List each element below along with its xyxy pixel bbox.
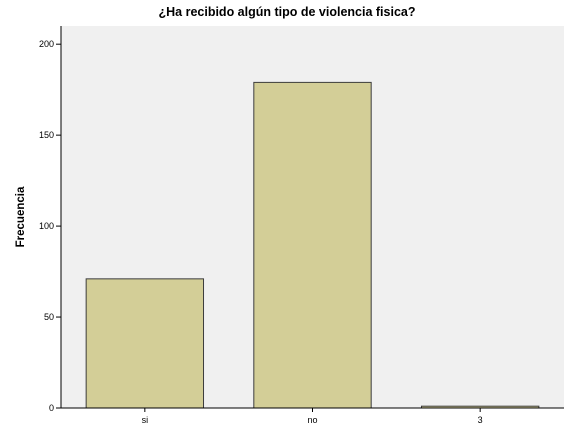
bars [85, 81, 540, 409]
y-tick-label: 50 [44, 312, 54, 322]
bar-no [253, 81, 372, 409]
bar-si [85, 278, 205, 409]
y-tick-label: 150 [39, 130, 54, 140]
x-tick-label: si [142, 415, 149, 425]
chart-title: ¿Ha recibido algún tipo de violencia fis… [159, 5, 416, 19]
x-axis-tick-labels: si no 3 [142, 408, 483, 425]
y-tick-label: 100 [39, 221, 54, 231]
x-tick-label: 3 [478, 415, 483, 425]
y-axis-ticks: 0 50 100 150 200 [39, 39, 61, 413]
x-tick-label: no [307, 415, 317, 425]
y-tick-label: 0 [49, 403, 54, 413]
y-tick-label: 200 [39, 39, 54, 49]
y-axis-label: Frecuencia [15, 186, 27, 247]
